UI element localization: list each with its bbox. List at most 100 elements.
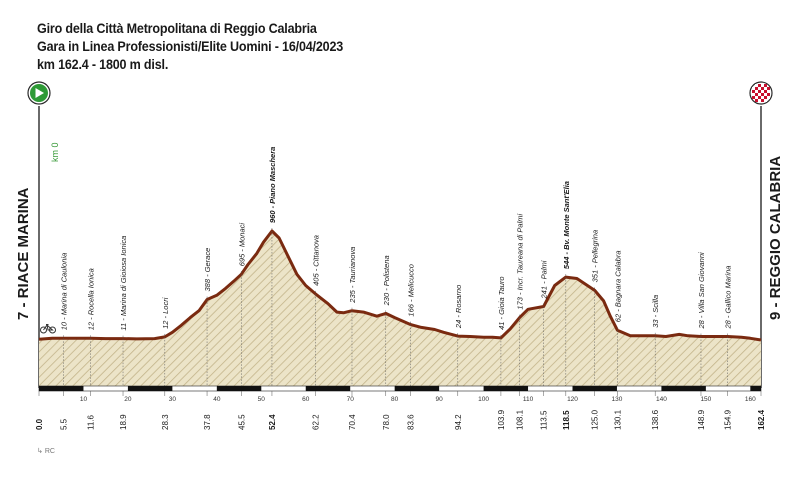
km-label: 154.9 [724,409,733,430]
scale-tick-label: 10 [80,396,88,403]
km-label: 148.9 [697,409,706,430]
race-distance: km 162.4 - 1800 m disl. [37,57,169,72]
scale-segment [39,386,84,391]
annotation-label: 173 - Incr. Taureana di Palmi [516,214,525,310]
km-label: 125.0 [591,409,600,430]
km-label: 11.6 [87,414,96,430]
checker-cell [764,93,767,96]
scale-segment [572,386,617,391]
scale-tick-label: 140 [656,396,667,403]
scale-tick-label: 80 [391,396,399,403]
scale-segment [127,386,173,391]
km-label: 83.6 [407,414,416,430]
checker-cell [752,96,755,99]
annotation-label: 41 - Gioia Tauro [497,276,506,330]
annotation-label: 695 - Monaci [237,223,246,267]
annotation-label: 11 - Marina di Gioiosa Ionica [119,236,128,331]
checker-cell [764,90,767,93]
km-label: 52.4 [268,414,277,430]
annotation-label: 388 - Gerace [203,248,212,292]
start-location-label: 7 - RIACE MARINA [15,187,32,320]
checker-cell [758,96,761,99]
km-label: 103.9 [497,409,506,430]
checker-cell [767,90,770,93]
checker-cell [764,84,767,87]
scale-tick-label: 100 [478,396,489,403]
scale-tick-label: 20 [124,396,132,403]
km-label: 0.0 [35,418,44,430]
checker-cell [755,96,758,99]
scale-tick-label: 70 [347,396,355,403]
checker-cell [761,90,764,93]
annotation-label: 12 - Locri [161,297,170,329]
checker-cell [755,87,758,90]
checker-cell [767,87,770,90]
chart-header: Giro della Città Metropolitana di Reggio… [37,20,366,74]
race-title: Giro della Città Metropolitana di Reggio… [37,21,317,36]
checker-cell [761,84,764,87]
annotation-label: 24 - Rosarno [454,285,463,329]
scale-tick-label: 40 [213,396,221,403]
scale-segment [483,386,529,391]
annotation-label: 351 - Pellegrina [591,230,600,283]
annotation-label: 28 - Villa San Giovanni [697,252,706,329]
checker-cell [752,93,755,96]
scale-segment [661,386,706,391]
checker-cell [755,93,758,96]
km-label: 138.6 [651,409,660,430]
annotation-label: 12 - Rocella Ionica [87,268,96,330]
annotation-label: 230 - Polistena [382,255,391,306]
elevation-area [39,231,761,388]
scale-tick-label: 110 [523,396,534,403]
km-label: 28.3 [161,414,170,430]
km-label: 37.8 [203,414,212,430]
annotation-label: 960 - Piano Maschera [268,147,277,223]
scale-tick-label: 50 [258,396,266,403]
annotation-label: 405 - Cittanova [312,235,321,286]
start-play-icon [27,81,51,105]
checker-cell [764,96,767,99]
checker-cell [761,96,764,99]
km-label: 45.5 [237,414,246,430]
race-subtitle: Gara in Linea Professionisti/Elite Uomin… [37,39,344,54]
scale-tick-label: 60 [302,396,310,403]
scale-tick-label: 130 [612,396,623,403]
checker-cell [758,87,761,90]
km-label: 118.5 [562,410,571,430]
scale-tick-label: 30 [169,396,177,403]
annotation-label: 544 - Bv. Monte Sant'Elia [562,181,571,269]
scale-segment [305,386,351,391]
scale-tick-label: 160 [745,396,756,403]
checker-cell [761,93,764,96]
finish-location-label: 9 - REGGIO CALABRIA [767,156,784,320]
checker-cell [767,96,770,99]
annotation-label: 241 - Palmi [540,260,549,299]
checker-cell [764,87,767,90]
km-label: 108.1 [516,409,525,430]
checker-cell [755,99,758,102]
checker-cell [758,99,761,102]
scale-segment [750,386,761,391]
km-label: 162.4 [757,409,766,430]
km-label: 62.2 [312,414,321,430]
scale-segment [216,386,262,391]
km-label: 18.9 [119,414,128,430]
elevation-line [38,229,762,342]
annotation-label: 28 - Gallico Marina [724,266,733,330]
checker-cell [752,90,755,93]
km-label: 94.2 [454,414,463,430]
checker-cell [755,84,758,87]
scale-segment [394,386,440,391]
scale-tick-label: 120 [567,396,578,403]
km-label: 78.0 [382,414,391,430]
checker-cell [758,90,761,93]
checkered-flag-icon [749,81,773,105]
bicycle-icon [40,324,56,334]
km0-label: km 0 [50,142,60,162]
checker-cell [758,93,761,96]
km-label: 113.5 [540,410,549,430]
annotation-label: 10 - Marina di Caulonia [60,253,69,331]
checker-cell [764,99,767,102]
annotation-label: 235 - Taurianova [348,247,357,304]
